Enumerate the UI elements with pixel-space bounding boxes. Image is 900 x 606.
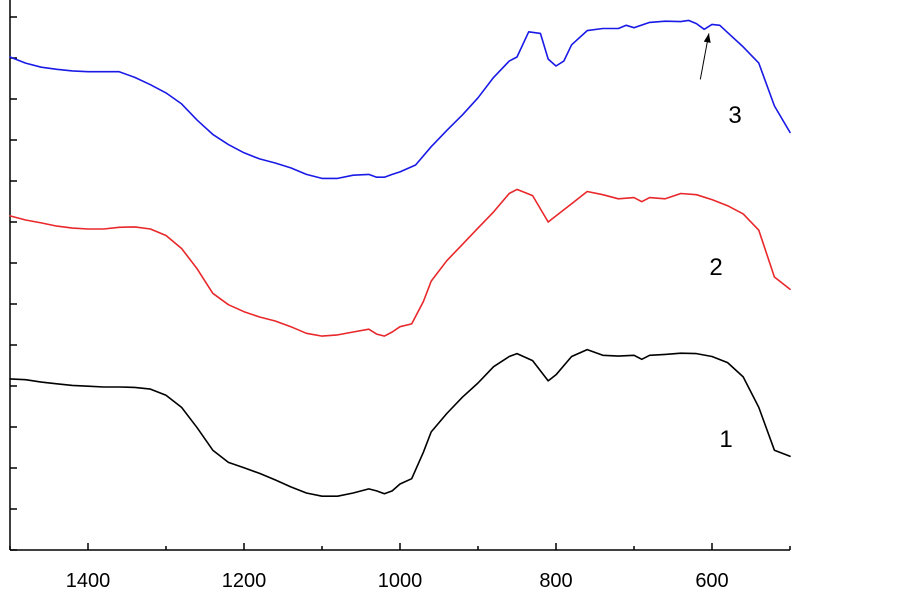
x-tick-label: 1200	[222, 570, 267, 592]
y-ticks	[10, 16, 17, 551]
x-tick-label: 1000	[378, 570, 423, 592]
curve-label-2: 2	[709, 254, 722, 281]
series-line-1	[9, 348, 791, 497]
x-tick-label: 800	[539, 570, 572, 592]
curve-label-1: 1	[719, 426, 732, 453]
series-layer: 1 2 3	[9, 19, 791, 497]
x-tick-label: 600	[695, 570, 728, 592]
plot-area: 1400 1200 1000 800 600 1 2 3	[9, 0, 791, 592]
series-line-3	[9, 19, 791, 180]
series-line-2	[9, 188, 791, 337]
x-tick-label: 1400	[66, 570, 111, 592]
annotation-layer	[699, 33, 711, 80]
x-ticks: 1400 1200 1000 800 600	[9, 543, 791, 592]
curve-label-3: 3	[728, 102, 741, 129]
annotation-arrow-head	[703, 33, 711, 43]
